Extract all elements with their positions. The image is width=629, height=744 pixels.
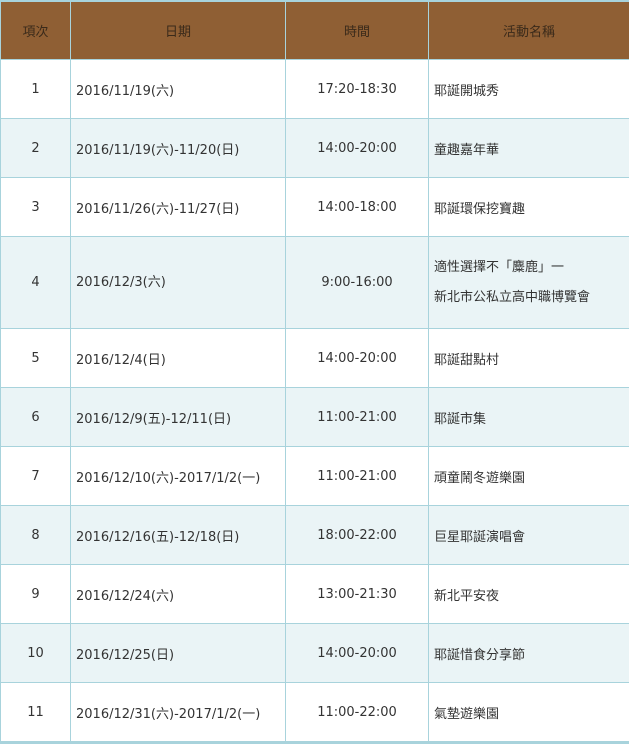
cell-no: 11 <box>1 683 71 743</box>
cell-time: 17:20-18:30 <box>286 60 429 119</box>
activity-name: 新北平安夜 <box>434 589 499 604</box>
cell-time: 9:00-16:00 <box>286 237 429 329</box>
cell-time: 18:00-22:00 <box>286 506 429 565</box>
cell-no: 7 <box>1 447 71 506</box>
activity-name: 耶誕開城秀 <box>434 84 499 99</box>
cell-name: 巨星耶誕演唱會 <box>429 506 629 565</box>
cell-no: 3 <box>1 178 71 237</box>
cell-date: 2016/11/19(六)-11/20(日) <box>71 119 286 178</box>
header-time: 時間 <box>286 1 429 60</box>
activity-name: 適性選擇不「麋鹿」一 <box>434 260 564 275</box>
cell-name: 耶誕惜食分享節 <box>429 624 629 683</box>
cell-time: 14:00-20:00 <box>286 329 429 388</box>
activity-name: 耶誕市集 <box>434 412 486 427</box>
cell-no: 4 <box>1 237 71 329</box>
cell-date: 2016/12/4(日) <box>71 329 286 388</box>
cell-name: 童趣嘉年華 <box>429 119 629 178</box>
cell-date: 2016/12/24(六) <box>71 565 286 624</box>
cell-date: 2016/11/19(六) <box>71 60 286 119</box>
cell-no: 6 <box>1 388 71 447</box>
activity-name: 耶誕環保挖寶趣 <box>434 202 525 217</box>
cell-date: 2016/12/3(六) <box>71 237 286 329</box>
activity-name: 耶誕甜點村 <box>434 353 499 368</box>
cell-date: 2016/12/31(六)-2017/1/2(一) <box>71 683 286 743</box>
cell-name: 耶誕開城秀 <box>429 60 629 119</box>
header-name: 活動名稱 <box>429 1 629 60</box>
cell-no: 5 <box>1 329 71 388</box>
cell-no: 2 <box>1 119 71 178</box>
header-no: 項次 <box>1 1 71 60</box>
activity-name-line2: 新北市公私立高中職博覽會 <box>434 290 590 305</box>
cell-name: 頑童鬧冬遊樂園 <box>429 447 629 506</box>
cell-date: 2016/12/16(五)-12/18(日) <box>71 506 286 565</box>
cell-time: 11:00-22:00 <box>286 683 429 743</box>
activity-name: 氣墊遊樂園 <box>434 707 499 722</box>
cell-time: 14:00-18:00 <box>286 178 429 237</box>
cell-date: 2016/12/25(日) <box>71 624 286 683</box>
header-date: 日期 <box>71 1 286 60</box>
cell-no: 9 <box>1 565 71 624</box>
cell-no: 10 <box>1 624 71 683</box>
cell-time: 13:00-21:30 <box>286 565 429 624</box>
activity-name: 耶誕惜食分享節 <box>434 648 525 663</box>
cell-date: 2016/11/26(六)-11/27(日) <box>71 178 286 237</box>
cell-name: 耶誕市集 <box>429 388 629 447</box>
cell-no: 8 <box>1 506 71 565</box>
cell-time: 11:00-21:00 <box>286 447 429 506</box>
cell-date: 2016/12/10(六)-2017/1/2(一) <box>71 447 286 506</box>
cell-name: 適性選擇不「麋鹿」一新北市公私立高中職博覽會 <box>429 237 629 329</box>
cell-time: 14:00-20:00 <box>286 119 429 178</box>
header-row: 項次 日期 時間 活動名稱 <box>1 1 629 60</box>
activity-name: 頑童鬧冬遊樂園 <box>434 471 525 486</box>
cell-time: 11:00-21:00 <box>286 388 429 447</box>
cell-no: 1 <box>1 60 71 119</box>
cell-time: 14:00-20:00 <box>286 624 429 683</box>
cell-name: 耶誕環保挖寶趣 <box>429 178 629 237</box>
cell-date: 2016/12/9(五)-12/11(日) <box>71 388 286 447</box>
cell-name: 新北平安夜 <box>429 565 629 624</box>
cell-name: 耶誕甜點村 <box>429 329 629 388</box>
cell-name: 氣墊遊樂園 <box>429 683 629 743</box>
activity-name: 童趣嘉年華 <box>434 143 499 158</box>
activity-name: 巨星耶誕演唱會 <box>434 530 525 545</box>
